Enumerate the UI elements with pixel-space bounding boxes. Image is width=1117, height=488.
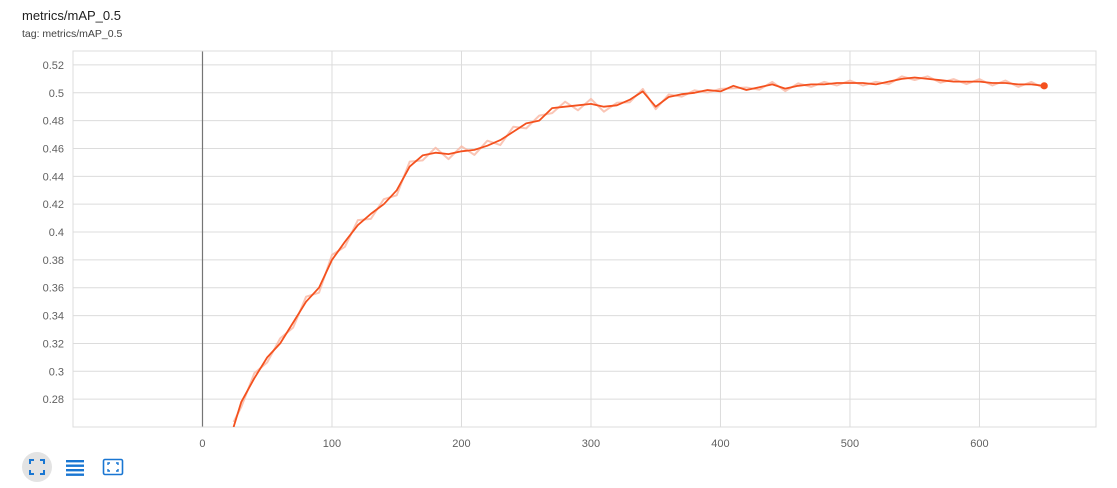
series-end-point [1040,82,1048,90]
y-tick-label: 0.4 [49,227,64,239]
fit-domain-button[interactable] [22,452,52,482]
y-tick-label: 0.48 [43,116,64,128]
x-tick-label: 600 [970,438,988,448]
line-chart[interactable]: 0.28 0.3 0.32 0.34 0.36 0.38 0.4 0.42 0.44 0.46 0.… [0,0,1117,448]
y-tick-label: 0.36 [43,283,64,295]
y-tick-label: 0.42 [43,199,64,211]
expand-chart-button[interactable] [98,452,128,482]
x-tick-label: 100 [323,438,341,448]
chart-toolbar [22,452,128,482]
y-tick-label: 0.34 [43,311,64,323]
x-tick-label: 500 [841,438,859,448]
fit-domain-icon [29,459,45,475]
y-tick-label: 0.52 [43,60,64,72]
y-tick-label: 0.32 [43,338,64,350]
plot-frame [72,50,1097,428]
y-tick-label: 0.5 [49,88,64,100]
y-tick-label: 0.28 [43,394,64,406]
x-tick-label: 300 [582,438,600,448]
toggle-y-log-button[interactable] [60,452,90,482]
series-raw-line [232,75,1045,423]
x-tick-label: 400 [711,438,729,448]
chart-title: metrics/mAP_0.5 [22,8,121,23]
x-tick-label: 200 [452,438,470,448]
expand-chart-icon [102,458,124,476]
x-tick-label: 0 [199,438,205,448]
y-tick-label: 0.46 [43,143,64,155]
series-line [232,76,1045,427]
toggle-y-log-icon [66,460,84,476]
y-tick-label: 0.38 [43,255,64,267]
y-tick-label: 0.3 [49,366,64,378]
y-tick-label: 0.44 [43,171,64,183]
chart-tag: tag: metrics/mAP_0.5 [22,28,123,40]
